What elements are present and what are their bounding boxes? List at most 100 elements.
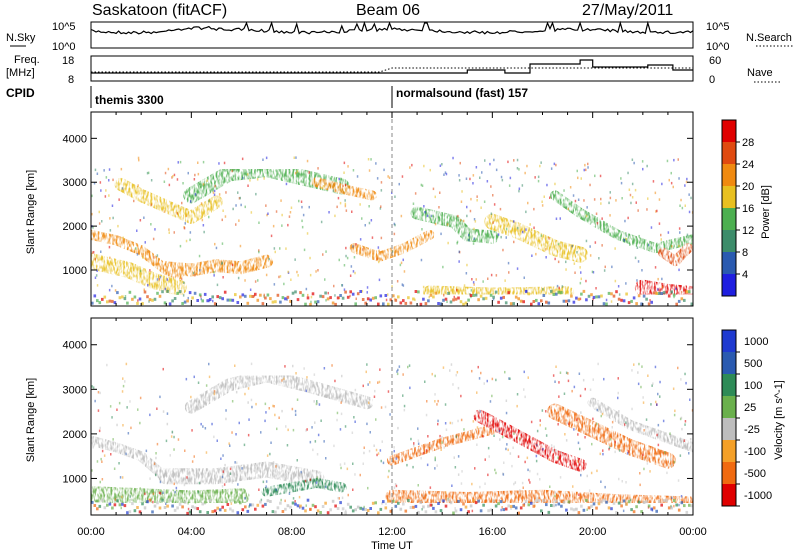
echo-band xyxy=(184,369,374,414)
noise-dot xyxy=(673,460,676,464)
low-range-dot xyxy=(627,301,631,305)
noise-dot xyxy=(509,377,511,380)
low-range-dot xyxy=(316,509,320,513)
low-range-dot xyxy=(592,502,596,506)
noise-dot xyxy=(489,162,491,166)
noise-dot xyxy=(494,468,496,472)
low-range-dot xyxy=(607,506,611,510)
nsky-trace xyxy=(90,20,694,35)
noise-dot xyxy=(99,480,101,484)
noise-dot xyxy=(516,158,519,162)
low-range-dot xyxy=(301,506,305,510)
noise-dot xyxy=(162,367,164,371)
noise-dot xyxy=(328,211,330,214)
noise-dot xyxy=(98,210,100,214)
noise-dot xyxy=(555,163,557,167)
noise-dot xyxy=(244,205,246,209)
velocity-cbar-label-tick: -100 xyxy=(744,446,766,458)
velocity-cbar-swatch xyxy=(722,330,736,352)
noise-dot xyxy=(352,462,354,465)
low-range-dot xyxy=(191,296,194,300)
noise-dot xyxy=(451,421,454,425)
noise-dot xyxy=(472,281,475,284)
noise-dot xyxy=(592,417,594,421)
noise-dot xyxy=(499,207,502,211)
noise-dot xyxy=(659,380,661,384)
noise-dot xyxy=(193,375,195,379)
low-range-dot xyxy=(567,299,571,303)
noise-dot xyxy=(678,177,680,180)
noise-dot xyxy=(535,252,537,256)
low-range-dot xyxy=(371,296,375,300)
noise-dot xyxy=(222,209,224,212)
noise-dot xyxy=(373,444,375,447)
noise-dot xyxy=(173,435,175,439)
noise-dot xyxy=(238,197,241,200)
noise-dot xyxy=(150,179,153,182)
noise-dot xyxy=(409,386,411,390)
noise-dot xyxy=(354,420,356,423)
noise-dot xyxy=(429,486,432,489)
noise-dot xyxy=(615,199,617,202)
scatter-layer xyxy=(91,161,693,303)
noise-dot xyxy=(634,188,637,192)
noise-dot xyxy=(183,226,185,229)
noise-dot xyxy=(490,273,493,277)
noise-dot xyxy=(670,458,672,461)
noise-dot xyxy=(460,394,462,398)
noise-dot xyxy=(193,178,196,181)
noise-dot xyxy=(230,502,233,505)
frequency-trace xyxy=(91,59,693,74)
noise-dot xyxy=(476,426,479,429)
velocity-cbar-swatch xyxy=(722,374,736,396)
noise-dot xyxy=(317,433,320,437)
noise-dot xyxy=(472,420,475,423)
noise-dot xyxy=(556,284,559,288)
noise-dot xyxy=(287,270,289,274)
low-range-dot xyxy=(560,504,563,508)
low-range-dot xyxy=(301,293,305,297)
noise-dot xyxy=(458,174,460,177)
noise-dot xyxy=(672,387,675,390)
noise-dot xyxy=(505,227,508,231)
noise-dot xyxy=(627,171,629,175)
noise-dot xyxy=(351,431,354,434)
noise-dot xyxy=(600,202,602,205)
low-range-dot xyxy=(454,297,458,301)
noise-dot xyxy=(378,278,381,282)
noise-dot xyxy=(417,495,420,498)
noise-dot xyxy=(113,467,116,470)
low-range-dot xyxy=(143,506,147,510)
noise-dot xyxy=(444,403,447,406)
noise-dot xyxy=(272,224,275,228)
low-range-dot xyxy=(271,510,275,514)
noise-dot xyxy=(361,217,363,220)
noise-dot xyxy=(413,444,415,447)
noise-dot xyxy=(444,422,447,425)
low-range-dot xyxy=(223,290,227,294)
low-range-dot xyxy=(208,499,212,503)
noise-dot xyxy=(98,429,101,433)
noise-dot xyxy=(306,376,308,379)
low-range-dot xyxy=(269,500,272,503)
noise-dot xyxy=(306,159,309,163)
low-range-dot xyxy=(264,296,267,300)
noise-dot xyxy=(517,455,520,458)
noise-dot xyxy=(554,494,556,498)
low-range-dot xyxy=(111,299,114,303)
noise-dot xyxy=(237,191,239,194)
noise-dot xyxy=(536,429,539,433)
noise-dot xyxy=(173,482,175,486)
noise-dot xyxy=(294,378,296,381)
ytick-label: 4000 xyxy=(63,340,87,352)
low-range-dot xyxy=(366,509,370,512)
noise-dot xyxy=(148,492,150,496)
low-range-dot xyxy=(181,302,184,305)
low-range-dot xyxy=(111,506,114,510)
noise-dot xyxy=(639,472,641,475)
noise-dot xyxy=(631,196,634,199)
noise-dot xyxy=(617,420,620,423)
low-range-dot xyxy=(98,504,102,508)
noise-dot xyxy=(585,168,587,172)
noise-dot xyxy=(370,158,372,161)
